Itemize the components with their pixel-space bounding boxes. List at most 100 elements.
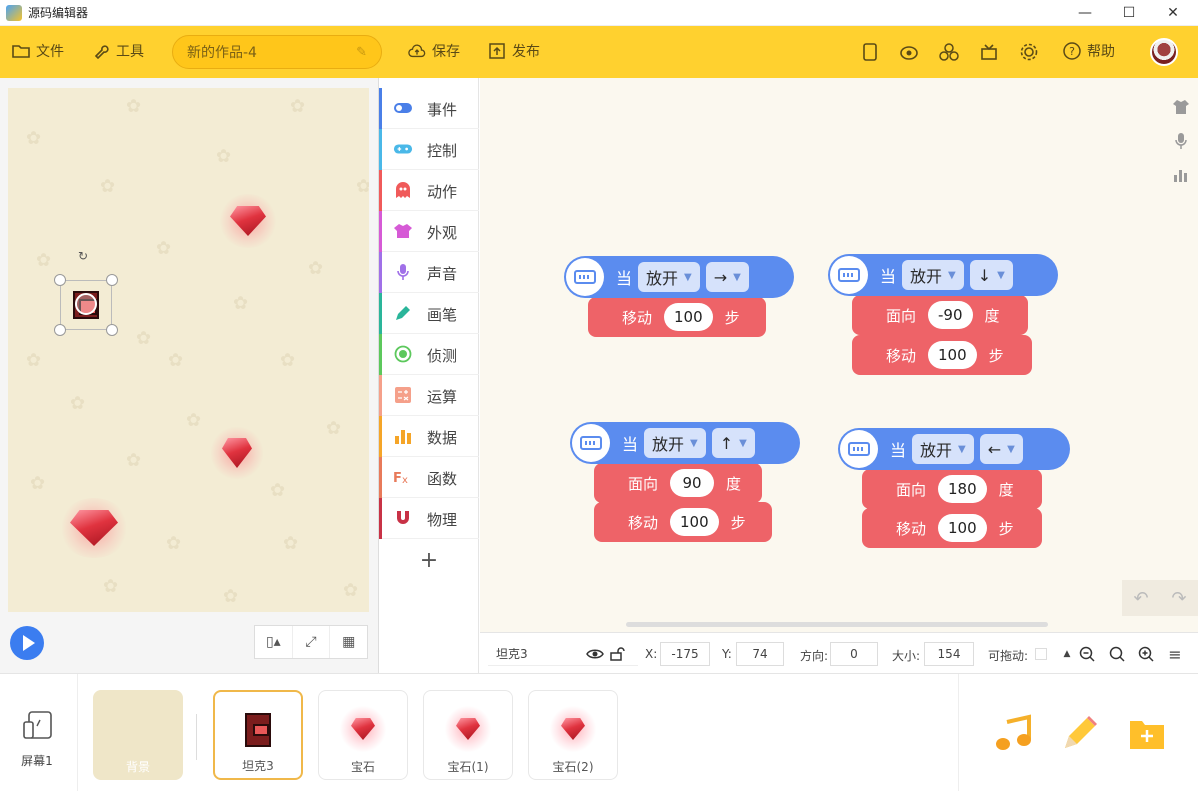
visibility-eye-icon[interactable] (586, 645, 604, 663)
data-bar-chart-icon[interactable] (1166, 158, 1196, 192)
gift-box-icon[interactable] (978, 41, 1000, 63)
menu-icon[interactable]: ≡ (1168, 644, 1182, 664)
grid-icon[interactable]: ▦ (342, 634, 356, 650)
key-dropdown[interactable]: → ▼ (705, 262, 749, 292)
face-direction-block[interactable]: 面向 -90 度 (852, 295, 1028, 335)
phone-icon[interactable] (859, 41, 881, 63)
paint-pencil-icon[interactable] (1059, 714, 1099, 754)
undo-icon[interactable]: ↶ (1133, 587, 1149, 609)
face-value-input[interactable]: 90 (670, 469, 715, 497)
key-release-hat-block[interactable]: 当 放开 ▼ ↑ ▼ (570, 422, 800, 464)
save-button[interactable]: 保存 (408, 41, 460, 61)
key-release-hat-block[interactable]: 当 放开 ▼ ↓ ▼ (828, 254, 1058, 296)
face-direction-block[interactable]: 面向 180 度 (862, 469, 1042, 509)
resize-handle[interactable] (106, 274, 118, 286)
edit-pencil-icon: ✎ (356, 45, 367, 60)
x-coordinate-input[interactable]: -175 (660, 642, 710, 666)
category-1[interactable]: 事件 (379, 88, 479, 129)
key-dropdown[interactable]: ← ▼ (979, 434, 1023, 464)
move-value-input[interactable]: 100 (664, 303, 713, 331)
zoom-out-icon[interactable] (1078, 645, 1096, 663)
key-action-dropdown[interactable]: 放开 ▼ (912, 434, 974, 464)
category-11[interactable]: 物理 (379, 498, 479, 539)
redo-icon[interactable]: ↷ (1171, 587, 1187, 609)
resize-handle[interactable] (106, 324, 118, 336)
maximize-button[interactable]: ☐ (1122, 5, 1136, 21)
play-button[interactable] (10, 626, 44, 660)
sprite-name-input[interactable]: 坦克3 (488, 642, 638, 666)
draggable-checkbox[interactable] (1035, 648, 1047, 660)
move-block[interactable]: 移动 100 步 (852, 335, 1032, 375)
category-4[interactable]: 外观 (379, 211, 479, 252)
sprite-thumbnail-gem-2[interactable]: 宝石(2) (528, 690, 618, 780)
sprite-thumbnail-gem[interactable]: 宝石 (318, 690, 408, 780)
minimize-button[interactable]: — (1078, 5, 1092, 21)
face-value-input[interactable]: 180 (938, 475, 987, 503)
key-release-hat-block[interactable]: 当 放开 ▼ ← ▼ (838, 428, 1070, 470)
key-dropdown[interactable]: ↑ ▼ (711, 428, 755, 458)
key-action-dropdown[interactable]: 放开 ▼ (638, 262, 700, 292)
rotate-handle-icon[interactable]: ↻ (78, 249, 89, 263)
category-label: 运算 (427, 388, 458, 406)
tools-menu-button[interactable]: 工具 (92, 41, 144, 61)
resize-handle[interactable] (54, 324, 66, 336)
face-direction-block[interactable]: 面向 90 度 (594, 463, 762, 503)
robot-icon[interactable] (898, 41, 920, 63)
screen-tab[interactable]: 屏幕1 (0, 674, 78, 791)
category-5[interactable]: 声音 (379, 252, 479, 293)
background-thumbnail[interactable]: 背景 (93, 690, 183, 780)
gem-sprite[interactable] (210, 426, 264, 480)
face-value-input[interactable]: -90 (928, 301, 973, 329)
cloud-upload-icon (408, 42, 426, 60)
collapse-up-icon[interactable]: ▲ (1063, 649, 1071, 659)
category-6[interactable]: 画笔 (379, 293, 479, 334)
code-workspace[interactable]: 移动 100 步 面向 0 度 当 放开▼ →▼ 移动 100 步 面向 -90… (480, 78, 1198, 632)
y-coordinate-input[interactable]: 74 (736, 642, 784, 666)
gem-sprite[interactable] (58, 498, 130, 558)
category-8[interactable]: 运算 (379, 375, 479, 416)
settings-gear-icon[interactable] (1018, 41, 1040, 63)
lock-icon[interactable] (609, 645, 627, 663)
paw-print-decoration: ✿ (270, 480, 286, 501)
help-button[interactable]: ? 帮助 (1063, 41, 1115, 61)
fullscreen-icon[interactable]: ⤢ (293, 626, 331, 658)
category-3[interactable]: 动作 (379, 170, 479, 211)
sound-microphone-icon[interactable] (1166, 124, 1196, 158)
add-extension-button[interactable]: + (419, 547, 439, 573)
costume-shirt-icon[interactable] (1166, 90, 1196, 124)
key-action-dropdown[interactable]: 放开 ▼ (902, 260, 964, 290)
sprite-thumbnail-tank[interactable]: 坦克3 (213, 690, 303, 780)
zoom-in-icon[interactable] (1137, 645, 1155, 663)
publish-button[interactable]: 发布 (488, 41, 540, 61)
tank-sprite-selection[interactable] (54, 274, 118, 336)
add-folder-icon[interactable] (1129, 716, 1165, 750)
file-menu-button[interactable]: 文件 (12, 41, 64, 61)
device-select-icon[interactable]: ▯▴ (255, 626, 293, 658)
category-9[interactable]: 数据 (379, 416, 479, 457)
zoom-reset-icon[interactable] (1108, 645, 1126, 663)
key-dropdown[interactable]: ↓ ▼ (969, 260, 1013, 290)
size-input[interactable]: 154 (924, 642, 974, 666)
move-value-input[interactable]: 100 (938, 514, 987, 542)
move-value-input[interactable]: 100 (928, 341, 977, 369)
community-icon[interactable] (938, 41, 960, 63)
key-release-hat-block[interactable]: 当 放开 ▼ → ▼ (564, 256, 794, 298)
category-7[interactable]: 侦测 (379, 334, 479, 375)
move-block[interactable]: 移动 100 步 (594, 502, 772, 542)
category-2[interactable]: 控制 (379, 129, 479, 170)
gem-sprite[interactable] (218, 194, 278, 248)
move-block[interactable]: 移动 100 步 (588, 297, 766, 337)
move-block[interactable]: 移动 100 步 (862, 508, 1042, 548)
sprite-thumbnail-gem-1[interactable]: 宝石(1) (423, 690, 513, 780)
direction-input[interactable]: 0 (830, 642, 878, 666)
resize-handle[interactable] (54, 274, 66, 286)
user-avatar[interactable] (1150, 38, 1178, 66)
workspace-horizontal-scrollbar[interactable] (626, 622, 1048, 627)
project-name-input[interactable]: 新的作品-4 ✎ (172, 35, 382, 69)
stage-canvas[interactable]: ✿ ✿ ✿ ✿ ✿ ✿ ✿ ✿ ✿ ✿ ✿ ✿ ✿ ✿ ✿ ✿ ✿ ✿ ✿ ✿ … (8, 88, 369, 612)
key-action-dropdown[interactable]: 放开 ▼ (644, 428, 706, 458)
music-note-icon[interactable] (995, 714, 1033, 752)
move-value-input[interactable]: 100 (670, 508, 719, 536)
close-button[interactable]: ✕ (1167, 5, 1179, 21)
